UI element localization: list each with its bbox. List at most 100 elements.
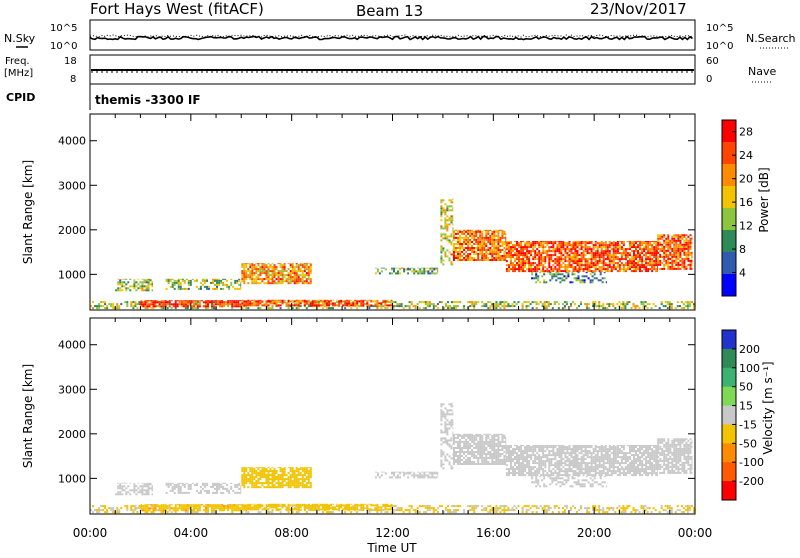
scatter-cell <box>298 504 300 506</box>
scatter-cell <box>594 277 596 279</box>
scatter-cell <box>493 253 495 255</box>
scatter-cell <box>659 242 661 244</box>
scatter-cell <box>220 484 222 486</box>
scatter-cell <box>112 511 114 513</box>
scatter-cell <box>606 281 607 283</box>
scatter-cell <box>115 493 117 495</box>
scatter-cell <box>508 268 510 270</box>
scatter-cell <box>489 249 491 251</box>
scatter-cell <box>340 302 342 304</box>
scatter-cell <box>334 302 336 304</box>
scatter-cell <box>612 509 614 511</box>
scatter-cell <box>178 280 180 282</box>
scatter-cell <box>159 507 161 509</box>
scatter-cell <box>491 233 493 235</box>
scatter-cell <box>522 258 524 260</box>
scatter-cell <box>453 447 455 449</box>
scatter-cell <box>540 258 542 260</box>
scatter-cell <box>499 239 501 241</box>
scatter-cell <box>592 301 594 303</box>
scatter-cell <box>538 254 540 256</box>
scatter-cell <box>175 511 177 513</box>
scatter-cell <box>290 467 292 468</box>
scatter-cell <box>479 247 481 249</box>
scatter-cell <box>531 273 533 275</box>
scatter-cell <box>548 270 550 272</box>
scatter-cell <box>306 482 308 484</box>
scatter-cell <box>663 305 665 307</box>
scatter-cell <box>550 258 552 260</box>
scatter-cell <box>651 264 653 266</box>
scatter-cell <box>435 476 437 478</box>
scatter-cell <box>257 300 259 302</box>
scatter-cell <box>544 246 546 248</box>
scatter-cell <box>631 246 633 248</box>
scatter-cell <box>469 233 471 235</box>
scatter-cell <box>677 264 679 266</box>
scatter-cell <box>419 301 421 303</box>
scatter-cell <box>643 268 645 270</box>
scatter-cell <box>602 511 604 513</box>
scatter-cell <box>306 300 308 302</box>
scatter-cell <box>167 507 169 509</box>
scatter-cell <box>552 248 554 250</box>
scatter-cell <box>445 509 447 511</box>
scatter-cell <box>104 505 106 507</box>
scatter-cell <box>532 505 534 507</box>
scatter-cell <box>520 264 522 266</box>
scatter-cell <box>520 266 522 268</box>
scatter-cell <box>673 240 675 242</box>
scatter-cell <box>499 307 501 309</box>
scatter-cell <box>440 411 442 413</box>
scatter-cell <box>362 504 364 505</box>
scatter-cell <box>522 262 524 264</box>
scatter-cell <box>597 260 599 262</box>
scatter-cell <box>96 307 98 309</box>
scatter-cell <box>550 303 552 305</box>
scatter-cell <box>346 304 348 306</box>
freq-tick-low: 8 <box>70 74 76 85</box>
scatter-cell <box>145 307 147 309</box>
scatter-cell <box>649 248 651 250</box>
scatter-cell <box>542 252 544 254</box>
scatter-cell <box>453 437 455 439</box>
scatter-cell <box>294 482 296 484</box>
scatter-cell <box>493 257 495 259</box>
scatter-cell <box>147 307 149 309</box>
scatter-cell <box>211 305 213 307</box>
scatter-cell <box>356 508 358 510</box>
scatter-cell <box>249 300 251 301</box>
scatter-cell <box>145 511 147 513</box>
scatter-cell <box>208 490 210 492</box>
scatter-cell <box>538 252 540 254</box>
scatter-cell <box>538 262 540 264</box>
scatter-cell <box>268 470 270 472</box>
scatter-cell <box>554 252 556 254</box>
scatter-cell <box>451 421 453 423</box>
scatter-cell <box>667 244 669 246</box>
scatter-cell <box>520 254 522 256</box>
scatter-cell <box>159 303 161 305</box>
scatter-cell <box>440 247 442 249</box>
scatter-cell <box>601 268 603 270</box>
scatter-cell <box>213 505 215 507</box>
scatter-cell <box>377 268 379 270</box>
scatter-cell <box>193 511 195 513</box>
scatter-cell <box>449 223 451 225</box>
scatter-cell <box>296 307 298 309</box>
scatter-cell <box>546 270 548 272</box>
scatter-cell <box>447 301 449 303</box>
scatter-cell <box>294 474 296 476</box>
scatter-cell <box>453 434 455 435</box>
scatter-cell <box>117 283 119 285</box>
scatter-cell <box>510 241 512 242</box>
scatter-cell <box>641 258 643 260</box>
scatter-cell <box>121 283 123 285</box>
scatter-cell <box>581 244 583 246</box>
scatter-cell <box>641 262 643 264</box>
scatter-cell <box>542 248 544 250</box>
scatter-cell <box>251 486 253 488</box>
scatter-cell <box>102 509 104 511</box>
scatter-cell <box>241 274 243 276</box>
